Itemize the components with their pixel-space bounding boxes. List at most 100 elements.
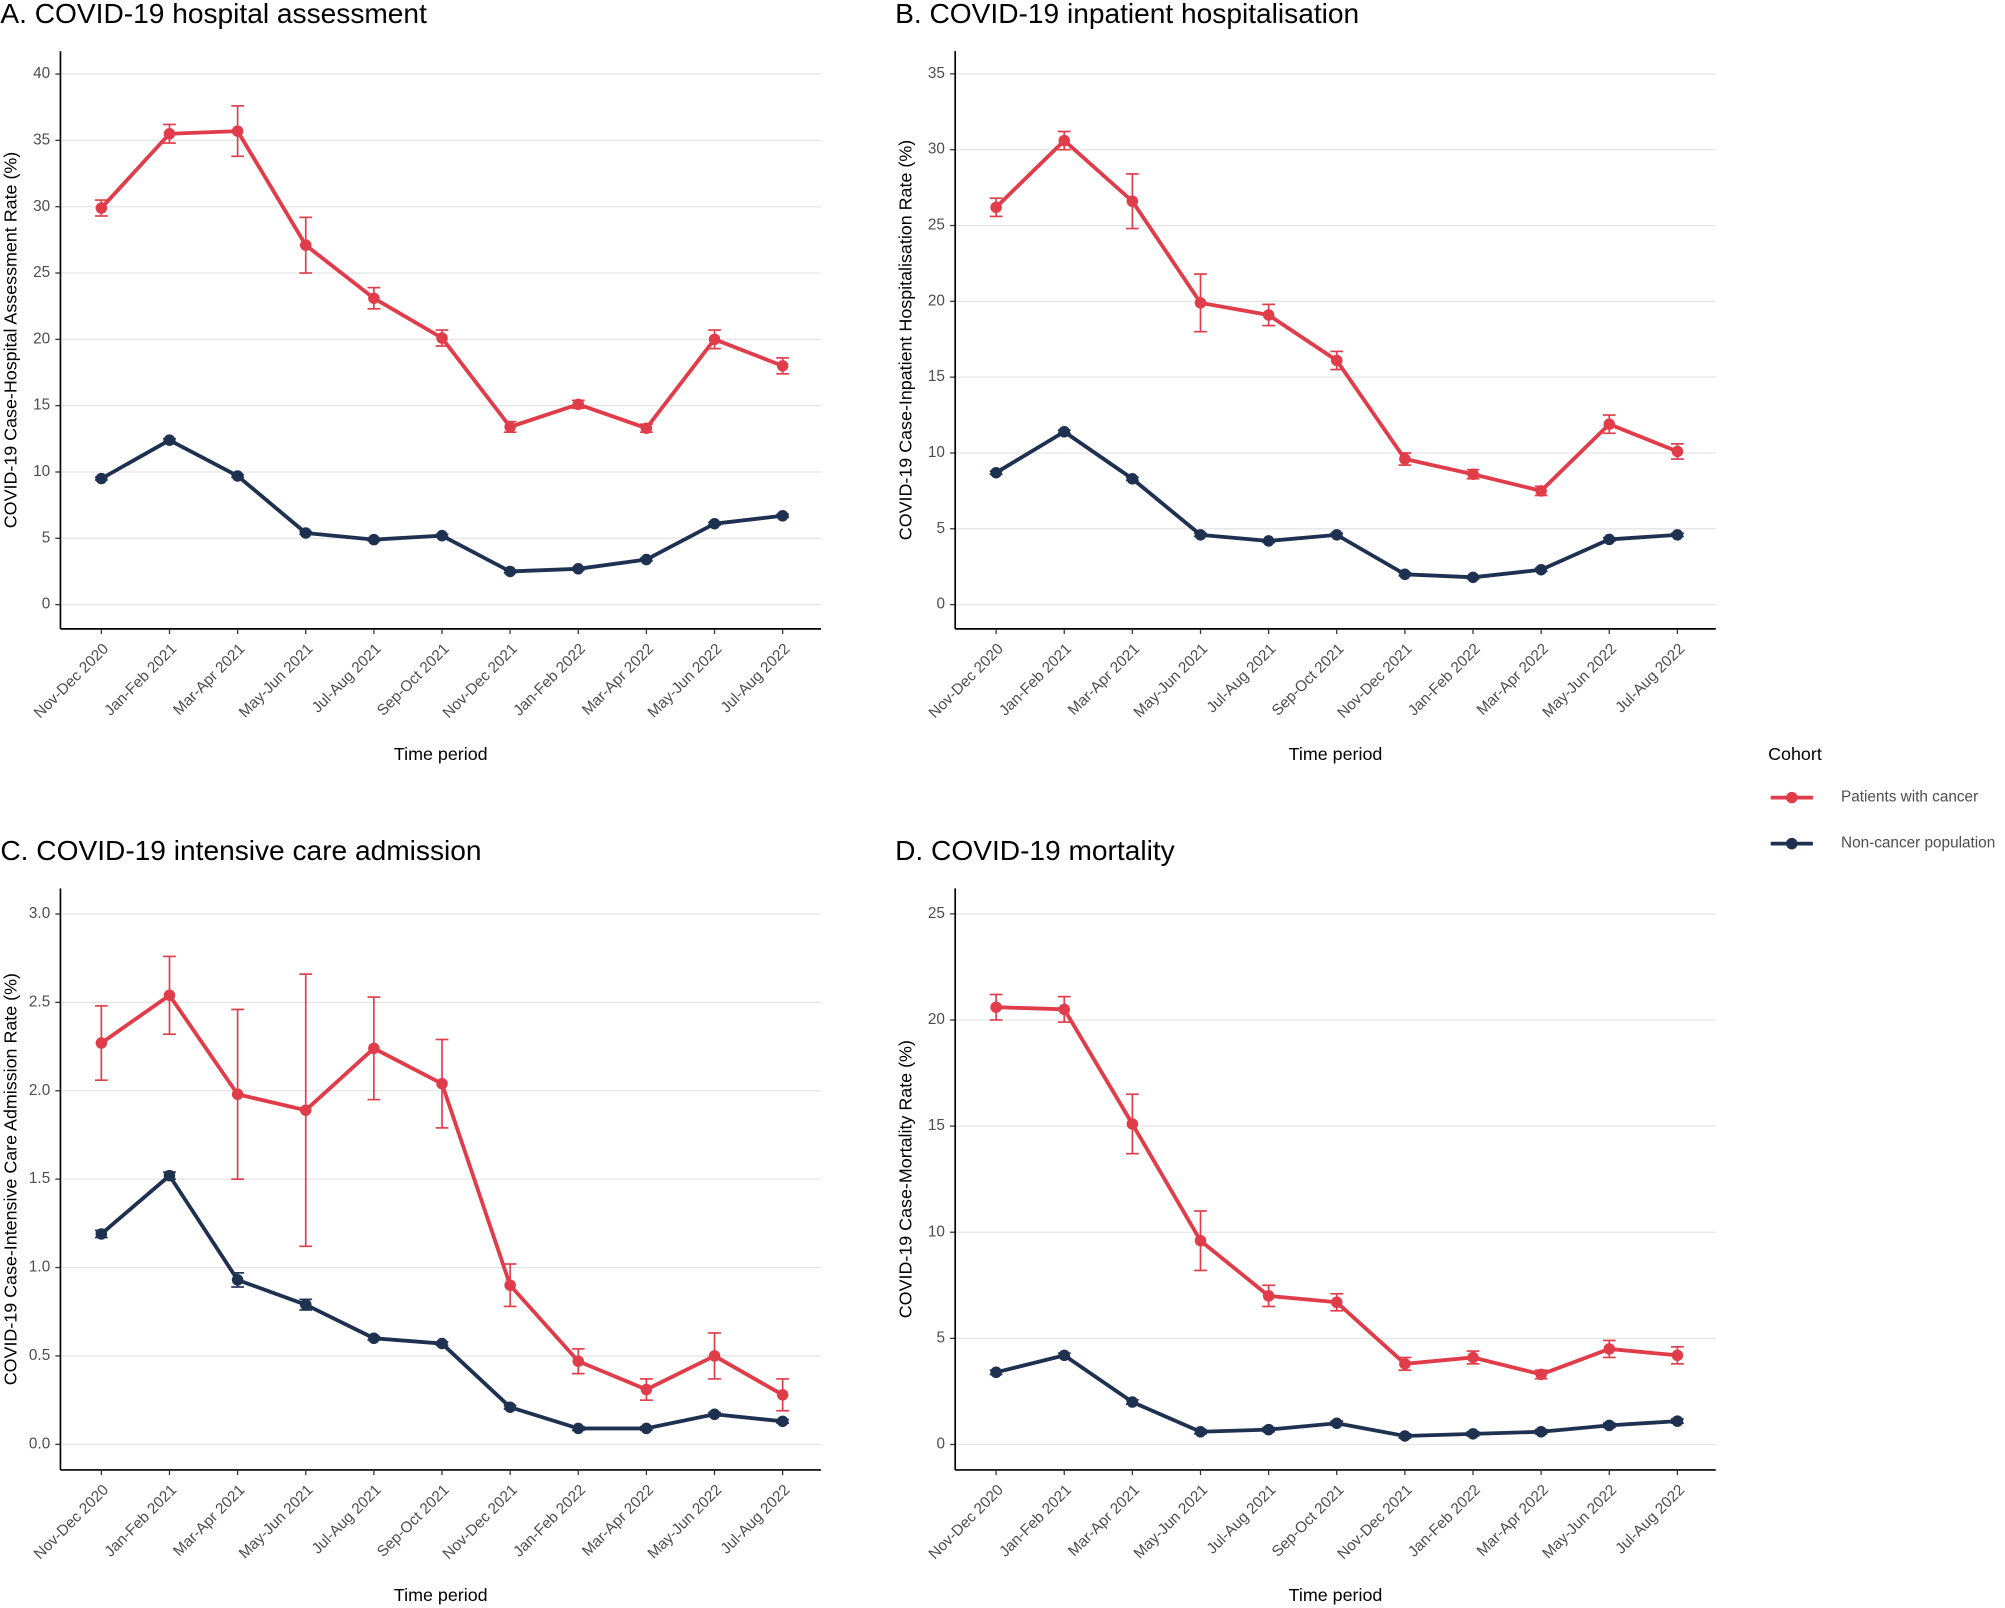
legend-point <box>1786 837 1798 850</box>
point <box>1467 571 1479 584</box>
point <box>1331 1296 1343 1309</box>
y-tick-label: 20 <box>33 330 50 347</box>
point <box>1671 445 1684 458</box>
point <box>990 1001 1002 1013</box>
x-tick-label: Jan-Feb 2022 <box>510 1482 589 1561</box>
x-tick-label: Jul-Aug 2022 <box>1612 1482 1688 1558</box>
y-axis-title: COVID-19 Case-Intensive Care Admission R… <box>1 973 21 1385</box>
x-tick-label: Nov-Dec 2020 <box>31 1482 112 1563</box>
point <box>708 517 721 530</box>
point <box>436 1077 448 1090</box>
x-tick-label: Jan-Feb 2021 <box>996 640 1075 719</box>
y-tick-label: 30 <box>33 198 50 215</box>
point <box>1603 1419 1616 1432</box>
point <box>436 332 448 344</box>
y-axis-title: COVID-19 Case-Hospital Assessment Rate (… <box>1 152 21 529</box>
point <box>1126 1118 1139 1130</box>
y-tick-label: 0.0 <box>29 1435 50 1452</box>
point <box>1058 1349 1070 1362</box>
point <box>95 202 108 214</box>
point <box>1467 1428 1479 1440</box>
y-tick-label: 3.0 <box>29 905 50 922</box>
point <box>1535 563 1547 576</box>
point <box>95 1037 108 1049</box>
point <box>572 1422 585 1435</box>
point <box>572 398 585 411</box>
point <box>1603 1343 1616 1355</box>
point <box>231 1274 244 1286</box>
point <box>1262 1423 1275 1436</box>
x-tick-label: Jul-Aug 2022 <box>718 1482 794 1558</box>
x-tick-label: Nov-Dec 2020 <box>926 640 1007 721</box>
series-line <box>996 1005 1678 1377</box>
point <box>1058 1003 1070 1016</box>
x-tick-label: Jan-Feb 2022 <box>1405 1482 1484 1561</box>
x-tick-label: Jul-Aug 2021 <box>309 640 385 716</box>
point <box>436 1337 448 1350</box>
x-tick-label: Jan-Feb 2021 <box>101 1482 180 1561</box>
y-tick-label: 0.5 <box>29 1347 50 1364</box>
point <box>436 529 448 542</box>
point <box>572 1355 585 1367</box>
y-tick-label: 5 <box>42 529 51 546</box>
legend-point <box>1786 791 1798 804</box>
point <box>1603 533 1616 546</box>
point <box>708 1350 721 1362</box>
x-tick-label: Jul-Aug 2021 <box>309 1482 385 1558</box>
point <box>990 466 1002 479</box>
point <box>163 1169 176 1182</box>
point <box>1399 1430 1411 1442</box>
y-tick-label: 10 <box>928 444 945 461</box>
y-tick-label: 15 <box>33 397 50 414</box>
y-tick-label: 20 <box>928 1011 945 1028</box>
point <box>163 989 176 1002</box>
point <box>231 470 244 482</box>
series-line <box>99 129 784 431</box>
point <box>299 527 312 539</box>
point <box>163 128 176 140</box>
point <box>1194 1234 1207 1247</box>
y-tick-label: 35 <box>928 65 945 82</box>
point <box>1671 1415 1684 1427</box>
y-tick-label: 2.5 <box>29 993 50 1010</box>
point <box>368 533 380 546</box>
point <box>1603 418 1616 430</box>
x-tick-label: Jan-Feb 2021 <box>101 640 180 719</box>
x-axis-title: Time period <box>394 1585 488 1605</box>
chart-title: A. COVID-19 hospital assessment <box>0 0 427 29</box>
point <box>1194 1425 1207 1438</box>
y-tick-label: 5 <box>936 520 945 537</box>
chart-title: D. COVID-19 mortality <box>895 835 1175 866</box>
y-tick-label: 40 <box>33 65 50 82</box>
point <box>640 553 653 566</box>
point <box>1399 453 1411 465</box>
point <box>1535 1425 1547 1438</box>
point <box>640 1422 653 1435</box>
point <box>1467 1351 1479 1364</box>
x-tick-label: Jan-Feb 2022 <box>1405 640 1484 719</box>
y-tick-label: 1.0 <box>29 1259 50 1276</box>
point <box>504 565 516 578</box>
y-axis-title: COVID-19 Case-Mortality Rate (%) <box>895 1040 915 1318</box>
point <box>708 1408 721 1421</box>
chart-title: B. COVID-19 inpatient hospitalisation <box>895 0 1359 29</box>
y-tick-label: 25 <box>33 264 50 281</box>
y-tick-label: 1.5 <box>29 1170 50 1187</box>
x-tick-label: Jan-Feb 2021 <box>996 1482 1075 1561</box>
y-tick-label: 10 <box>928 1223 945 1240</box>
x-tick-label: Jul-Aug 2022 <box>1612 640 1688 716</box>
point <box>1194 297 1207 309</box>
point <box>1671 529 1684 541</box>
x-axis-title: Time period <box>1289 744 1383 764</box>
y-tick-label: 0 <box>936 1436 945 1453</box>
point <box>368 1042 380 1055</box>
point <box>163 434 176 446</box>
point <box>1126 1396 1139 1408</box>
point <box>299 1298 312 1311</box>
point <box>640 1383 653 1396</box>
point <box>504 421 516 433</box>
point <box>1058 425 1070 438</box>
series-line <box>100 1173 783 1431</box>
point <box>1262 309 1275 321</box>
point <box>1331 529 1343 541</box>
